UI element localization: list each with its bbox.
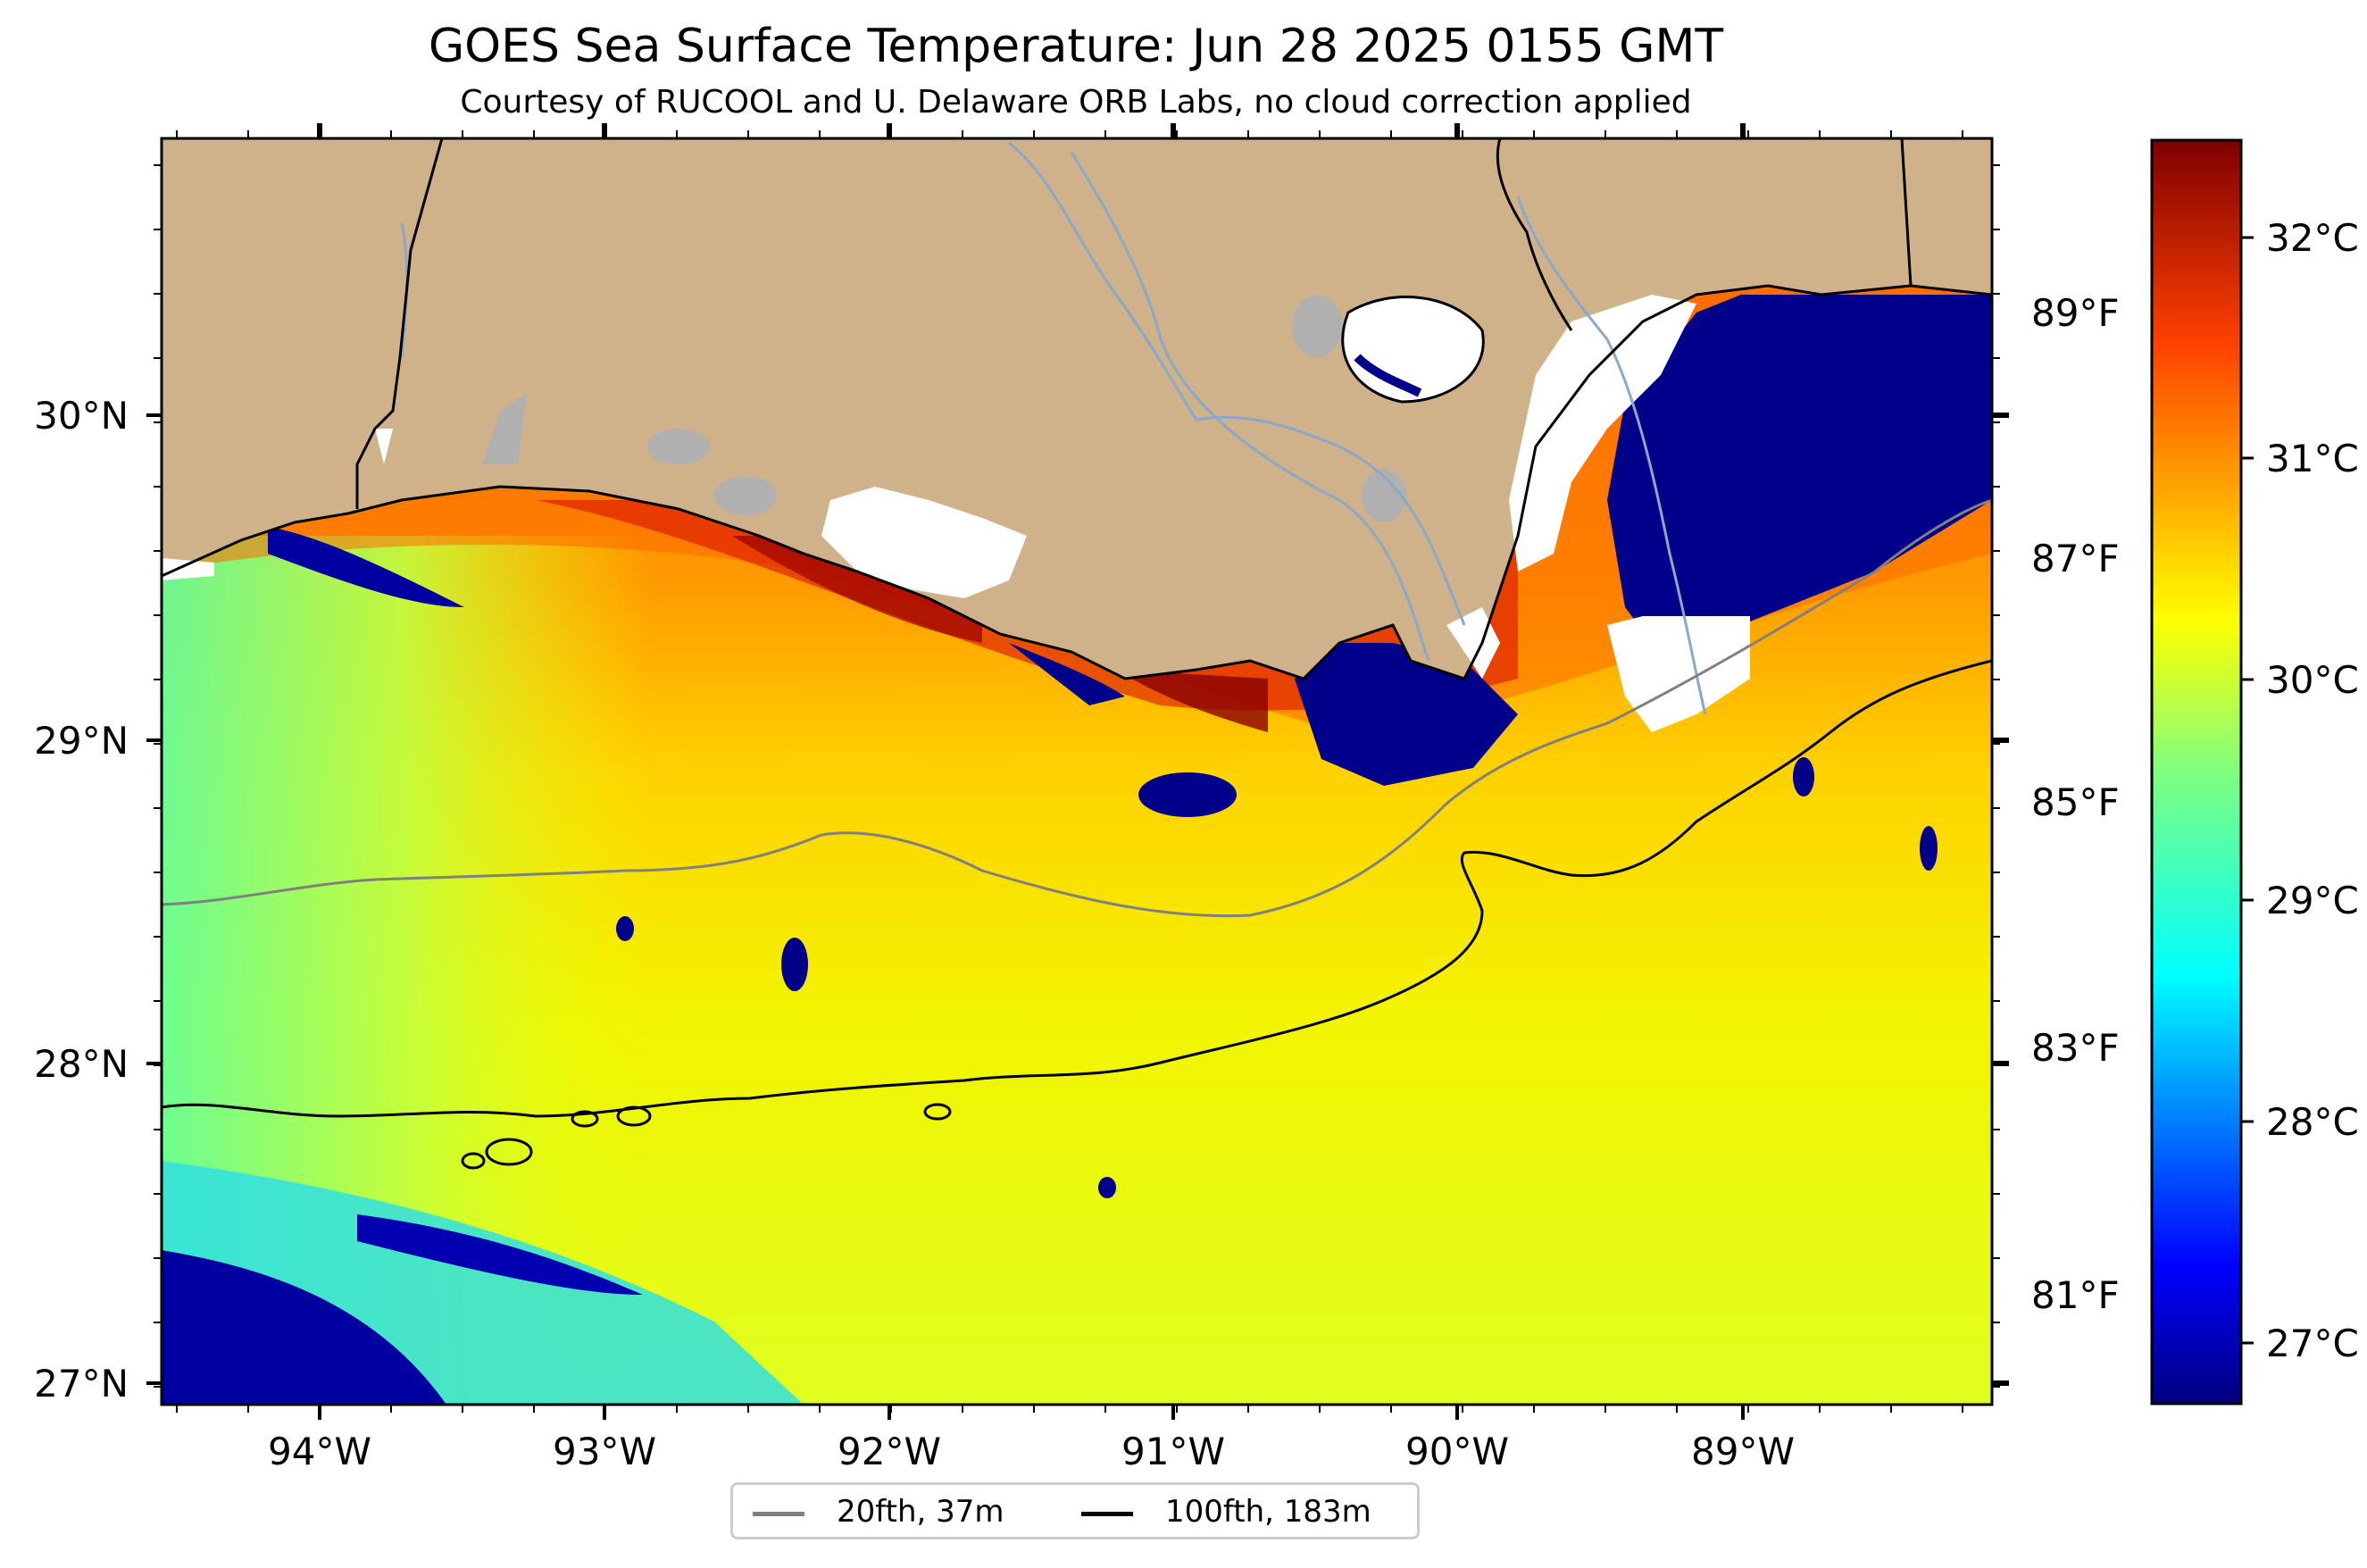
lat-tick-label: 29°N bbox=[34, 719, 129, 763]
legend-swatch-100fth bbox=[1081, 1512, 1133, 1516]
colorbar-tick-label: 32°C bbox=[2266, 216, 2359, 260]
colorbar bbox=[2150, 138, 2243, 1405]
fahrenheit-tick-label: 89°F bbox=[2031, 291, 2120, 335]
colorbar-tick-label: 27°C bbox=[2266, 1322, 2359, 1365]
lon-tick-label: 91°W bbox=[1121, 1430, 1225, 1473]
fahrenheit-tick-label: 85°F bbox=[2031, 780, 2120, 824]
fahrenheit-tick-label: 87°F bbox=[2031, 537, 2120, 580]
map-title: GOES Sea Surface Temperature: Jun 28 202… bbox=[428, 20, 1724, 73]
lon-tick-label: 92°W bbox=[838, 1430, 941, 1473]
lat-tick-label: 27°N bbox=[34, 1362, 129, 1405]
axis-ticks: 94°W 93°W 92°W 91°W 90°W 89°W 30°N 29°N 28°N 27°N… bbox=[34, 123, 2120, 1473]
inland-lakes bbox=[482, 295, 1406, 522]
lon-tick-label: 90°W bbox=[1405, 1430, 1509, 1473]
colorbar-tick-label: 28°C bbox=[2266, 1100, 2359, 1144]
colorbar-tick-label: 30°C bbox=[2266, 658, 2359, 702]
map-subtitle: Courtesy of RUCOOL and U. Delaware ORB L… bbox=[460, 84, 1692, 121]
lon-tick-label: 89°W bbox=[1691, 1430, 1795, 1473]
map-area bbox=[162, 138, 1992, 1405]
map-frame bbox=[160, 137, 1994, 1406]
legend-label-20fth: 20fth, 37m bbox=[837, 1494, 1004, 1530]
lat-tick-label: 28°N bbox=[34, 1042, 129, 1086]
colorbar-ticks: 32°C 31°C 30°C 29°C 28°C 27°C bbox=[2241, 216, 2359, 1365]
cloud-mask-marsh bbox=[821, 487, 1027, 598]
lon-tick-label: 93°W bbox=[553, 1430, 656, 1473]
contour-20fth bbox=[162, 498, 1992, 918]
contour-legend: 20fth, 37m 100fth, 183m bbox=[730, 1482, 1420, 1539]
fahrenheit-tick-label: 81°F bbox=[2031, 1273, 2120, 1317]
legend-swatch-20fth bbox=[753, 1512, 804, 1516]
lon-tick-label: 94°W bbox=[268, 1430, 371, 1473]
contour-100fth bbox=[162, 659, 1992, 1118]
land-louisiana bbox=[162, 138, 1992, 679]
lat-tick-label: 30°N bbox=[34, 394, 129, 438]
cold-pixel-spots bbox=[616, 757, 1938, 1198]
coastline bbox=[162, 284, 1992, 680]
legend-label-100fth: 100fth, 183m bbox=[1165, 1494, 1371, 1530]
colorbar-tick-label: 31°C bbox=[2266, 437, 2359, 480]
fahrenheit-tick-label: 83°F bbox=[2031, 1026, 2120, 1070]
colorbar-tick-label: 29°C bbox=[2266, 879, 2359, 922]
